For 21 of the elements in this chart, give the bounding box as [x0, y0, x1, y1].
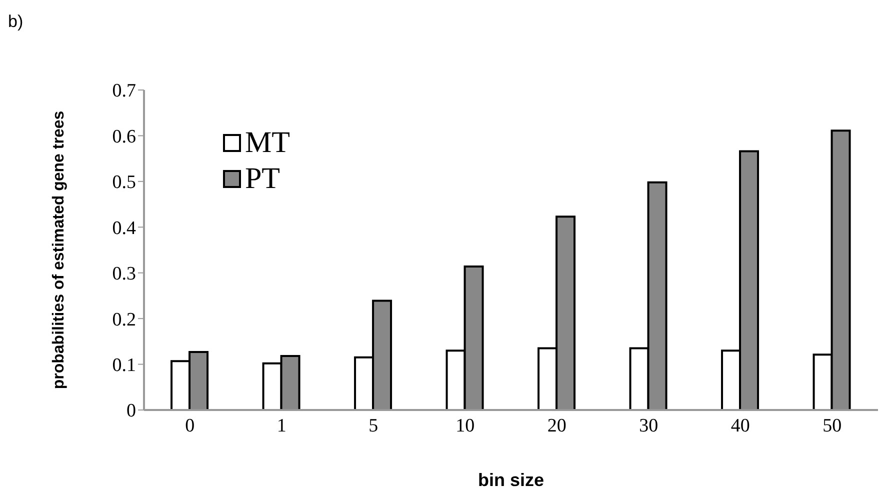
y-tick-label: 0.4 [112, 218, 136, 239]
x-tick-label: 20 [547, 415, 566, 436]
text: b) [8, 12, 24, 32]
x-tick-label: 50 [822, 415, 842, 436]
x-tick-label: 1 [276, 415, 286, 436]
y-tick-label: 0.1 [112, 355, 136, 376]
y-tick-label: 0.6 [112, 126, 136, 148]
y-tick-label: 0 [126, 400, 136, 422]
x-axis-title: bin size [478, 470, 544, 490]
y-tick-label: 0.5 [112, 172, 136, 194]
y-tick-label: 0.3 [112, 264, 136, 285]
y-tick-label: 0.2 [112, 309, 136, 330]
x-tick-label: 10 [456, 415, 475, 436]
x-tick-label: 40 [730, 415, 750, 436]
x-tick-label: 5 [368, 415, 378, 436]
x-tick-label: 30 [639, 415, 658, 436]
x-tick-label: 0 [185, 415, 195, 436]
legend-label: MT [245, 126, 290, 160]
y-axis-title: probabilities of estimated gene trees [50, 110, 68, 390]
legend-label: PT [245, 162, 280, 196]
y-tick-label: 0.7 [112, 80, 136, 102]
